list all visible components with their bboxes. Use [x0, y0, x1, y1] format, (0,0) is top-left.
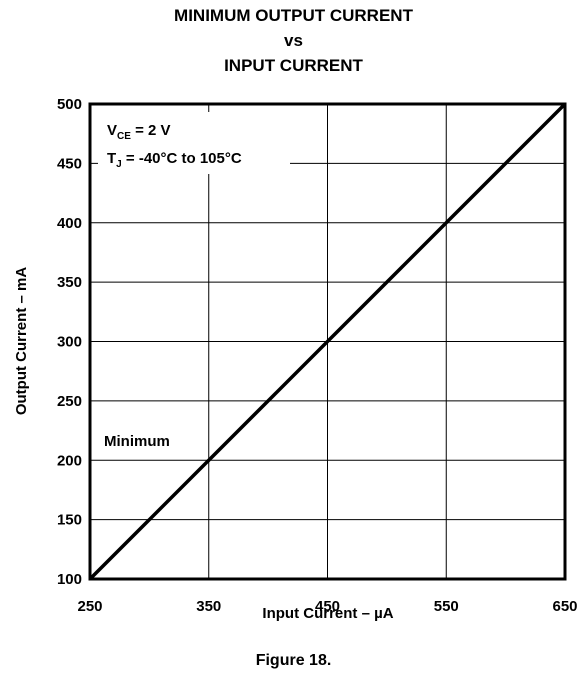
x-tick-labels: 250 350 450 550 650	[77, 598, 577, 615]
x-tick-label-4: 650	[552, 598, 577, 615]
vce-subscript: CE	[117, 131, 131, 142]
y-tick-label-0: 100	[57, 571, 82, 588]
x-axis-label: Input Current – µA	[262, 605, 393, 622]
y-tick-label-1: 150	[57, 512, 82, 529]
series-label-minimum: Minimum	[104, 433, 170, 450]
tj-annotation: TJ = -40°C to 105°C	[107, 150, 242, 170]
annotation-background	[98, 112, 290, 174]
data-series	[88, 102, 567, 581]
x-tick-label-1: 350	[196, 598, 221, 615]
y-tick-label-8: 500	[57, 96, 82, 113]
tj-subscript: J	[116, 159, 122, 170]
y-axis-label: Output Current – mA	[13, 267, 30, 415]
chart-title-line-3: INPUT CURRENT	[224, 56, 363, 75]
y-tick-label-4: 300	[57, 334, 82, 351]
series-line-0	[88, 102, 567, 581]
vce-symbol: V	[107, 122, 117, 139]
tj-value: = -40°C to 105°C	[122, 150, 242, 167]
figure-caption: Figure 18.	[255, 652, 332, 669]
y-tick-label-2: 200	[57, 452, 82, 469]
y-tick-labels: 100 150 200 250 300 350 400 450 500	[57, 96, 82, 588]
y-tick-label-6: 400	[57, 215, 82, 232]
y-tick-label-7: 450	[57, 155, 82, 172]
vce-value: = 2 V	[131, 122, 171, 139]
tj-symbol: T	[107, 150, 116, 167]
chart-title-line-2: vs	[284, 31, 303, 50]
chart-title-line-1: MINIMUM OUTPUT CURRENT	[174, 6, 413, 25]
y-tick-label-5: 350	[57, 274, 82, 291]
x-tick-label-2: 450	[315, 598, 340, 615]
x-tick-label-0: 250	[77, 598, 102, 615]
plot-frame	[88, 102, 567, 581]
x-tick-label-3: 550	[434, 598, 459, 615]
vce-annotation: VCE = 2 V	[107, 122, 171, 142]
y-tick-label-3: 250	[57, 393, 82, 410]
